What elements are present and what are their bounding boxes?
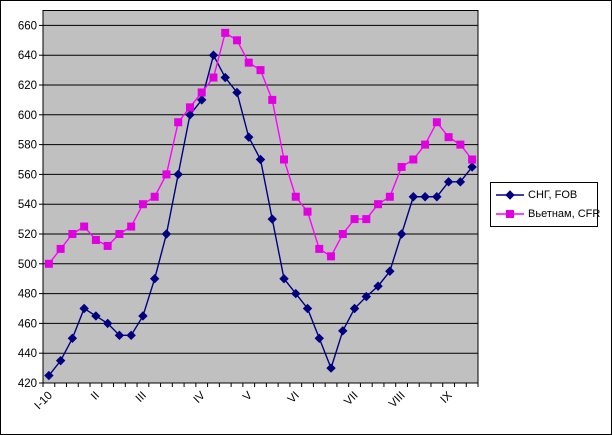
- svg-text:560: 560: [18, 169, 37, 181]
- legend-line-square-icon: [496, 209, 524, 218]
- svg-text:620: 620: [18, 80, 37, 92]
- legend-label-sng-fob: СНГ, FOB: [528, 188, 578, 201]
- svg-text:VIII: VIII: [387, 390, 408, 411]
- legend-label-vietnam-cfr: Вьетнам, CFR: [528, 207, 601, 220]
- svg-text:580: 580: [18, 140, 37, 152]
- svg-text:VI: VI: [286, 390, 302, 406]
- legend-item-vietnam-cfr[interactable]: Вьетнам, CFR: [495, 205, 600, 222]
- svg-text:420: 420: [18, 378, 37, 390]
- svg-text:II: II: [89, 390, 102, 403]
- svg-text:480: 480: [18, 289, 37, 301]
- svg-text:660: 660: [18, 20, 37, 32]
- svg-text:IV: IV: [192, 389, 208, 405]
- svg-text:640: 640: [18, 50, 37, 62]
- svg-text:I-10: I-10: [32, 390, 55, 413]
- chart-legend[interactable]: СНГ, FOB Вьетнам, CFR: [490, 182, 600, 227]
- svg-text:520: 520: [18, 229, 37, 241]
- legend-item-sng-fob[interactable]: СНГ, FOB: [495, 186, 593, 203]
- svg-text:440: 440: [18, 348, 37, 360]
- legend-line-diamond-icon: [496, 189, 524, 200]
- svg-text:600: 600: [18, 110, 37, 122]
- svg-text:540: 540: [18, 199, 37, 211]
- svg-text:IX: IX: [439, 389, 455, 405]
- svg-text:500: 500: [18, 259, 37, 271]
- svg-text:III: III: [134, 390, 149, 405]
- svg-text:VII: VII: [342, 390, 360, 408]
- svg-text:460: 460: [18, 318, 37, 330]
- svg-text:V: V: [241, 389, 255, 403]
